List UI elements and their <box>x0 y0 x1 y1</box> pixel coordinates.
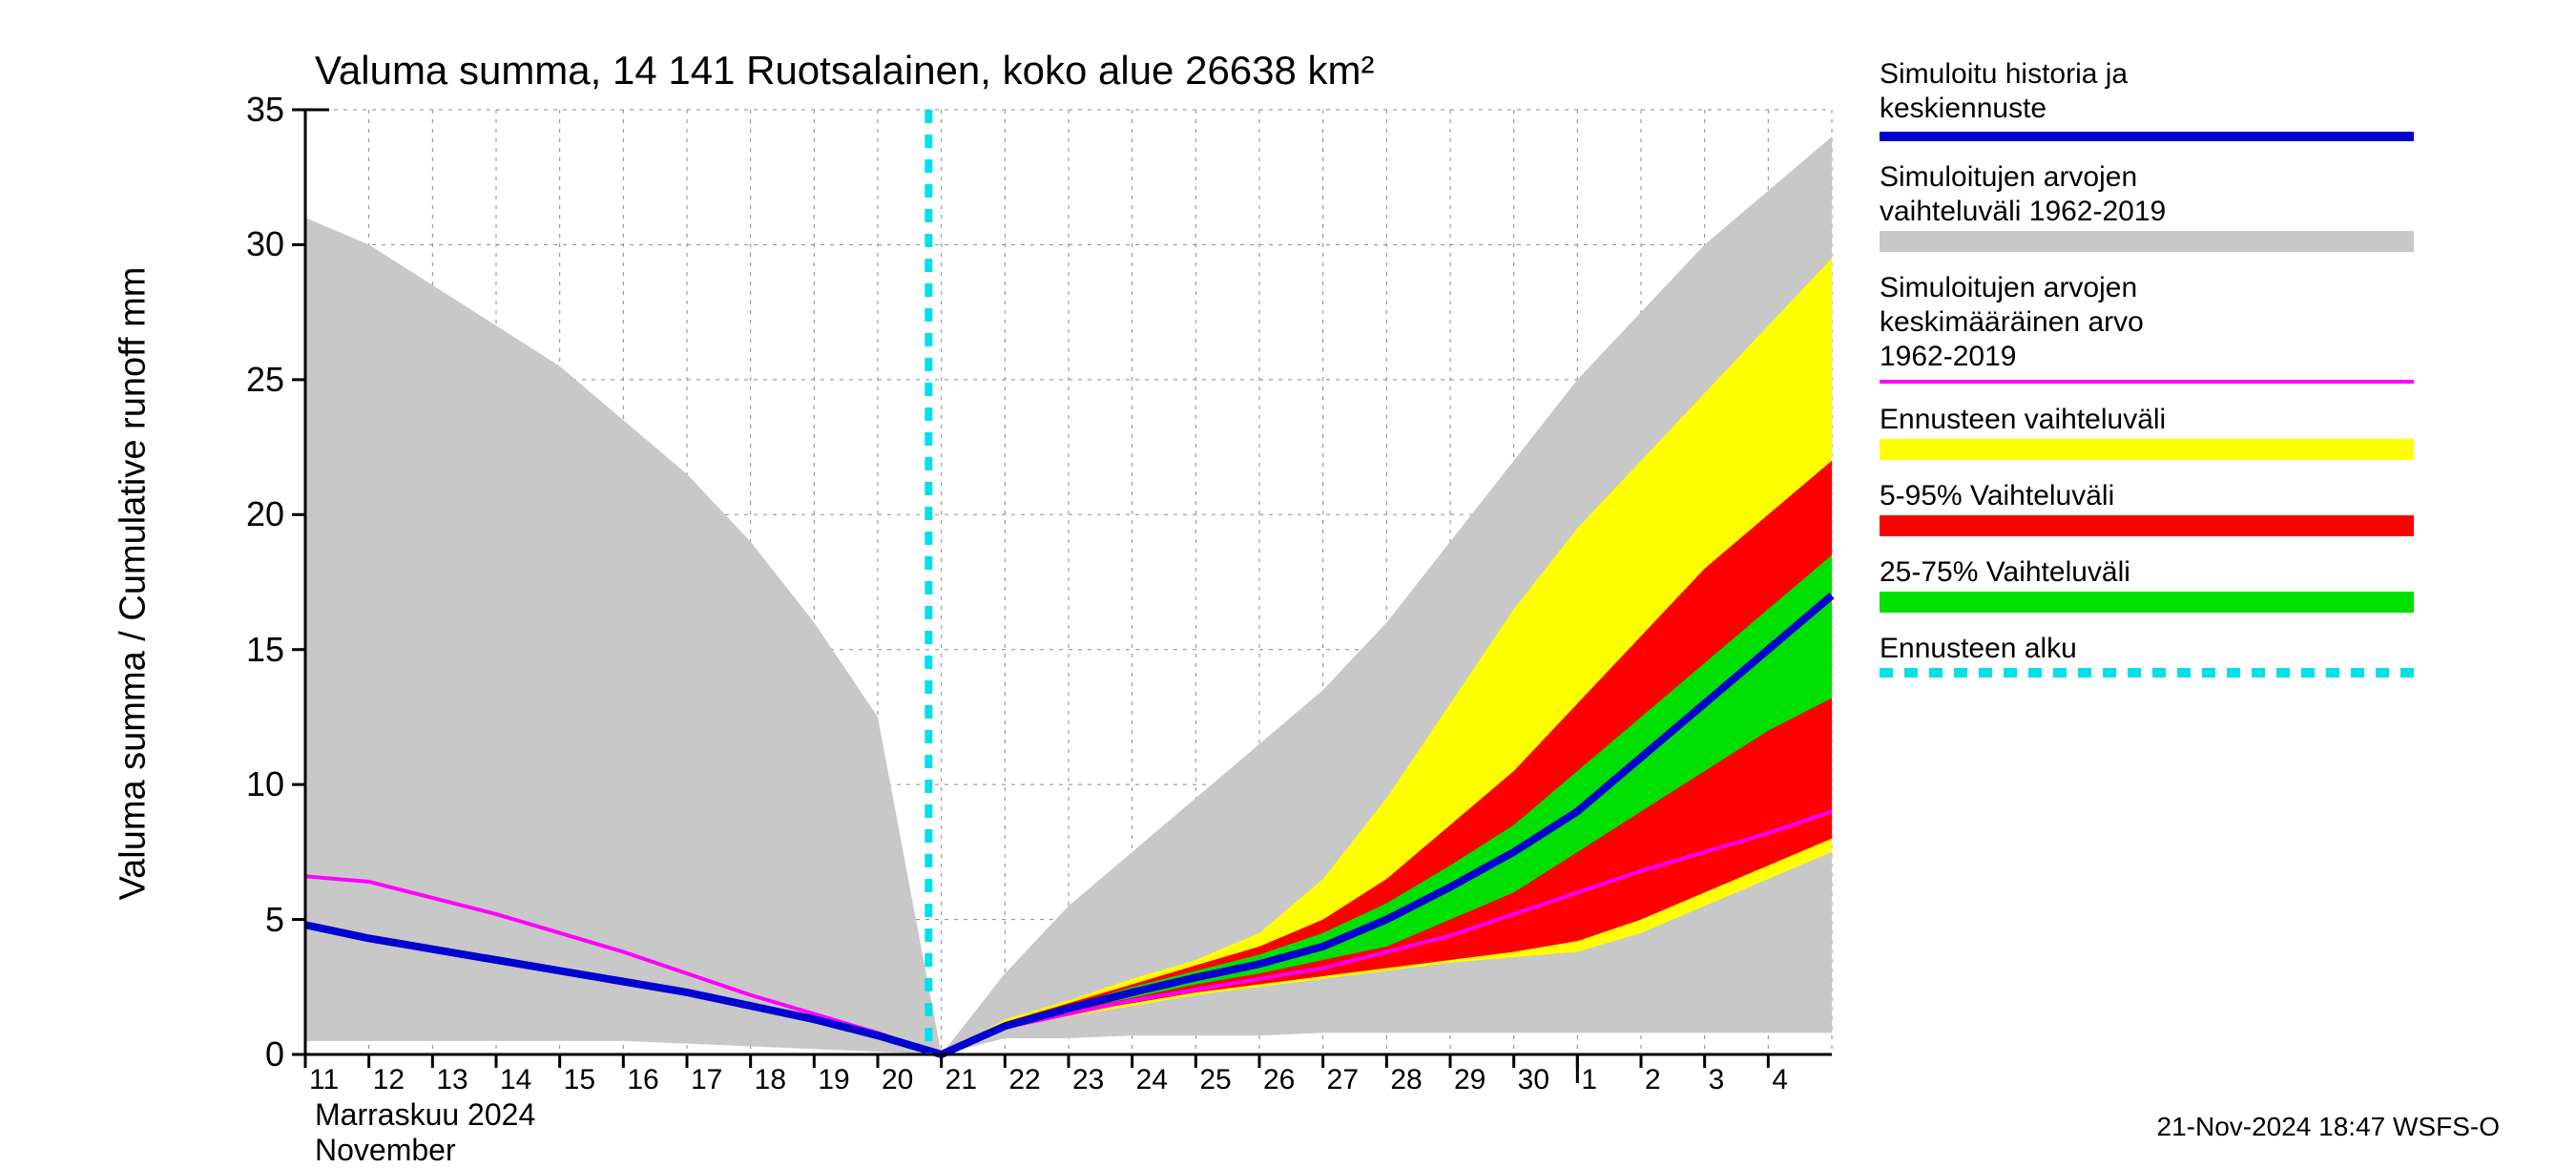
y-tick-label: 35 <box>246 90 284 130</box>
x-tick-label: 17 <box>691 1064 722 1096</box>
x-tick-label: 3 <box>1709 1064 1725 1096</box>
x-tick-label: 25 <box>1199 1064 1231 1096</box>
legend-text: 5-95% Vaihteluväli <box>1880 479 2414 513</box>
legend-text: keskiennuste <box>1880 92 2414 126</box>
legend-text: 25-75% Vaihteluväli <box>1880 555 2414 590</box>
legend-item: Ennusteen alku <box>1880 632 2414 678</box>
legend-text: Simuloitujen arvojen <box>1880 271 2414 305</box>
month-label: Marraskuu 2024 November <box>315 1097 535 1168</box>
y-tick-label: 15 <box>246 630 284 670</box>
x-tick-label: 29 <box>1454 1064 1485 1096</box>
x-tick-label: 26 <box>1263 1064 1295 1096</box>
legend-item: Simuloitujen arvojenvaihteluväli 1962-20… <box>1880 160 2414 252</box>
x-tick-label: 24 <box>1136 1064 1168 1096</box>
legend-swatch <box>1880 132 2414 141</box>
month-label-line2: November <box>315 1133 535 1168</box>
x-tick-label: 28 <box>1390 1064 1422 1096</box>
month-label-line1: Marraskuu 2024 <box>315 1097 535 1133</box>
x-tick-label: 12 <box>373 1064 405 1096</box>
legend-item: Simuloitu historia jakeskiennuste <box>1880 57 2414 141</box>
legend-swatch <box>1880 380 2414 384</box>
legend-text: keskimääräinen arvo <box>1880 305 2414 340</box>
x-tick-label: 4 <box>1772 1064 1788 1096</box>
x-tick-label: 1 <box>1581 1064 1597 1096</box>
x-tick-label: 22 <box>1008 1064 1040 1096</box>
legend-item: Simuloitujen arvojenkeskimääräinen arvo … <box>1880 271 2414 384</box>
x-tick-label: 16 <box>627 1064 658 1096</box>
legend-text: Simuloitujen arvojen <box>1880 160 2414 195</box>
y-tick-label: 25 <box>246 360 284 400</box>
x-tick-label: 20 <box>882 1064 913 1096</box>
legend-text: Simuloitu historia ja <box>1880 57 2414 92</box>
legend-swatch <box>1880 668 2414 678</box>
x-tick-label: 2 <box>1645 1064 1661 1096</box>
y-tick-label: 20 <box>246 494 284 534</box>
legend-text: 1962-2019 <box>1880 340 2414 374</box>
x-tick-label: 30 <box>1518 1064 1549 1096</box>
y-tick-label: 0 <box>265 1034 284 1074</box>
x-tick-label: 18 <box>755 1064 786 1096</box>
x-tick-label: 11 <box>309 1064 339 1096</box>
y-tick-label: 30 <box>246 224 284 264</box>
x-tick-label: 23 <box>1072 1064 1104 1096</box>
legend-item: 25-75% Vaihteluväli <box>1880 555 2414 613</box>
chart-container: Valuma summa, 14 141 Ruotsalainen, koko … <box>0 0 2576 1145</box>
legend-item: Ennusteen vaihteluväli <box>1880 403 2414 460</box>
x-tick-label: 13 <box>436 1064 467 1096</box>
plot-svg <box>305 110 1889 1074</box>
y-tick-label: 10 <box>246 764 284 804</box>
legend-item: 5-95% Vaihteluväli <box>1880 479 2414 536</box>
x-tick-label: 15 <box>564 1064 595 1096</box>
legend-swatch <box>1880 439 2414 460</box>
x-tick-label: 27 <box>1327 1064 1359 1096</box>
legend-swatch <box>1880 592 2414 613</box>
x-tick-label: 14 <box>500 1064 531 1096</box>
footer-date: 21-Nov-2024 18:47 WSFS-O <box>2157 1112 2501 1142</box>
legend-text: vaihteluväli 1962-2019 <box>1880 195 2414 229</box>
y-axis-label: Valuma summa / Cumulative runoff mm <box>114 202 155 966</box>
legend-text: Ennusteen alku <box>1880 632 2414 666</box>
legend: Simuloitu historia jakeskiennusteSimuloi… <box>1880 57 2414 697</box>
legend-text: Ennusteen vaihteluväli <box>1880 403 2414 437</box>
legend-swatch <box>1880 231 2414 252</box>
legend-swatch <box>1880 515 2414 536</box>
chart-title: Valuma summa, 14 141 Ruotsalainen, koko … <box>315 48 1375 94</box>
x-tick-label: 21 <box>945 1064 977 1096</box>
x-tick-label: 19 <box>818 1064 849 1096</box>
y-tick-label: 5 <box>265 900 284 940</box>
